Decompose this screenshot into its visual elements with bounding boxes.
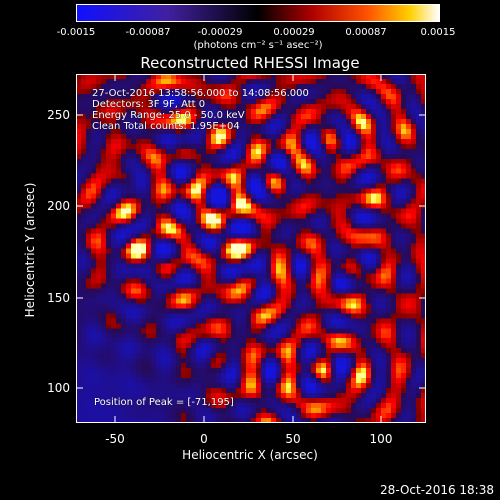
colorbar-tick: -0.00029 [197, 27, 243, 38]
y-tick-label: 100 [47, 381, 70, 395]
energy-annotation: Energy Range: 25.0 - 50.0 keV [92, 110, 245, 121]
plot-timestamp: 28-Oct-2016 18:38 [380, 483, 494, 497]
colorbar-tick: 0.00087 [345, 27, 387, 38]
peak-position-annotation: Position of Peak = [-71,195] [94, 397, 234, 408]
colorbar [76, 4, 440, 22]
x-tick-label: -50 [105, 432, 125, 446]
y-tick-label: 200 [47, 199, 70, 213]
x-tick-label: 0 [200, 432, 208, 446]
plot-frame [76, 74, 426, 423]
image-title: Reconstructed RHESSI Image [140, 54, 360, 72]
colorbar-units: (photons cm⁻² s⁻¹ asec⁻²) [193, 40, 323, 51]
x-tick-label: 100 [369, 432, 393, 446]
x-tick-label: 50 [285, 432, 301, 446]
detectors-annotation: Detectors: 3F 9F, Att 0 [92, 99, 206, 110]
y-tick-label: 150 [47, 291, 70, 305]
time-range-annotation: 27-Oct-2016 13:58:56.000 to 14:08:56.000 [92, 88, 309, 99]
colorbar-tick: 0.00029 [273, 27, 315, 38]
colorbar-tick: -0.00087 [125, 27, 171, 38]
colorbar-tick: -0.0015 [56, 27, 96, 38]
colorbar-tick: 0.0015 [420, 27, 456, 38]
counts-annotation: Clean Total counts: 1.95E+04 [92, 121, 240, 132]
heatmap-canvas [76, 74, 426, 423]
x-axis-label: Heliocentric X (arcsec) [182, 448, 318, 462]
rhessi-image[interactable]: 27-Oct-2016 13:58:56.000 to 14:08:56.000… [76, 74, 426, 423]
y-axis-label: Heliocentric Y (arcsec) [23, 182, 37, 318]
y-tick-label: 250 [47, 108, 70, 122]
